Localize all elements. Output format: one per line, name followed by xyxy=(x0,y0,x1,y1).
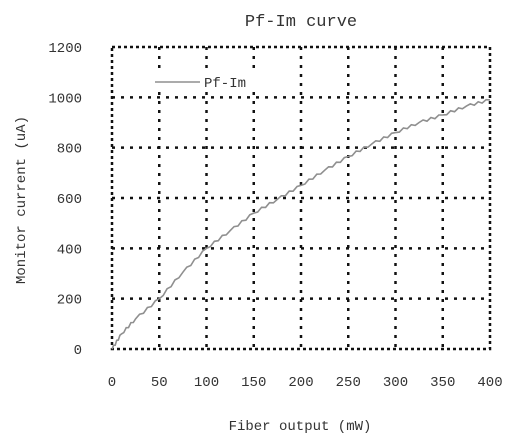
grid-lines xyxy=(112,47,490,349)
x-axis-label: Fiber output (mW) xyxy=(229,419,372,435)
x-tick-label: 50 xyxy=(151,375,168,391)
x-tick-label: 200 xyxy=(288,375,313,391)
y-axis-label: Monitor current (uA) xyxy=(14,116,30,284)
y-tick-label: 1000 xyxy=(48,91,82,107)
y-tick-label: 200 xyxy=(57,293,82,309)
x-tick-label: 350 xyxy=(430,375,455,391)
plot-frame xyxy=(110,45,492,351)
series-layer xyxy=(111,98,491,350)
x-tick-label: 250 xyxy=(336,375,361,391)
series-line-0 xyxy=(111,98,491,350)
y-tick-label: 1200 xyxy=(48,41,82,57)
x-tick-label: 100 xyxy=(194,375,219,391)
x-tick-label: 300 xyxy=(383,375,408,391)
chart-title: Pf-Im curve xyxy=(245,13,357,32)
legend-label: Pf-Im xyxy=(204,76,246,92)
legend: Pf-Im xyxy=(150,74,270,92)
x-tick-labels: 0 50 100 150 200 250 300 350 400 xyxy=(108,375,503,391)
y-tick-label: 600 xyxy=(57,192,82,208)
legend-background xyxy=(150,74,270,90)
y-tick-labels: 0 200 400 600 800 1000 1200 xyxy=(48,41,82,359)
y-tick-label: 800 xyxy=(57,142,82,158)
y-tick-label: 400 xyxy=(57,242,82,258)
y-tick-label: 0 xyxy=(74,343,82,359)
x-tick-label: 150 xyxy=(241,375,266,391)
x-tick-label: 0 xyxy=(108,375,116,391)
x-tick-label: 400 xyxy=(477,375,502,391)
